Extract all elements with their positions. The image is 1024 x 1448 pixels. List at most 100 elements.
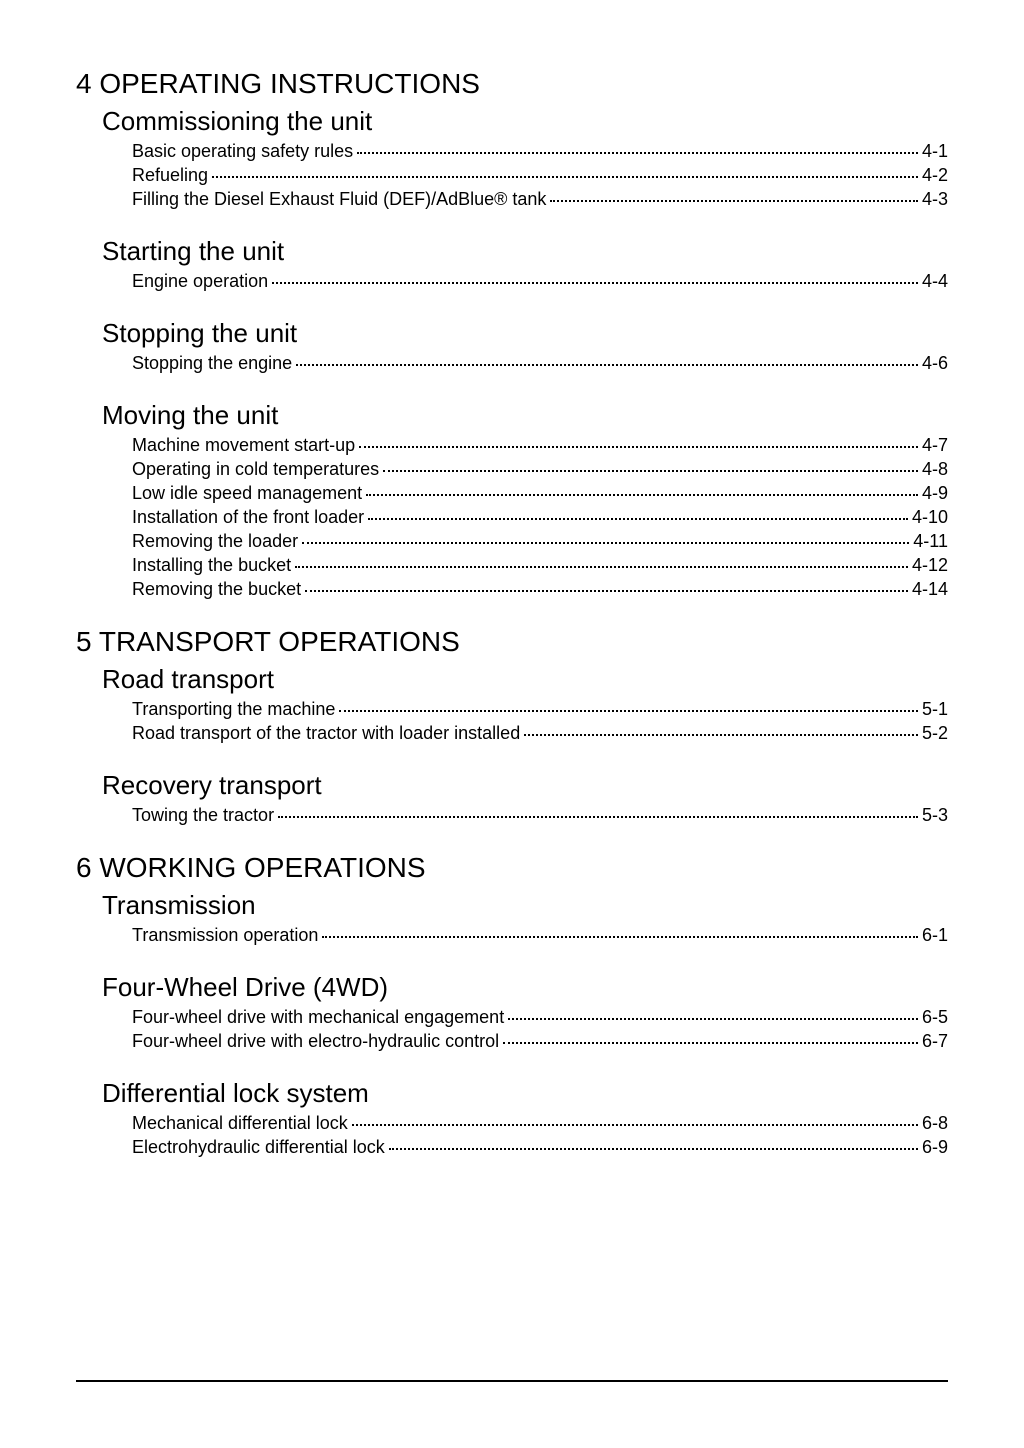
section-title: Differential lock system: [102, 1078, 948, 1109]
entry-page: 5-2: [922, 723, 948, 744]
leader-dots: [383, 469, 918, 472]
entry-label: Transporting the machine: [132, 699, 335, 720]
entry-page: 4-8: [922, 459, 948, 480]
entry-label: Four-wheel drive with mechanical engagem…: [132, 1007, 504, 1028]
chapter-block: 6 WORKING OPERATIONS Transmission Transm…: [76, 852, 948, 1158]
entry-label: Removing the bucket: [132, 579, 301, 600]
entry-label: Stopping the engine: [132, 353, 292, 374]
section-title: Transmission: [102, 890, 948, 921]
section-title: Starting the unit: [102, 236, 948, 267]
section-block: Moving the unit Machine movement start-u…: [76, 400, 948, 600]
section-title: Road transport: [102, 664, 948, 695]
entry-label: Basic operating safety rules: [132, 141, 353, 162]
section-block: Recovery transport Towing the tractor 5-…: [76, 770, 948, 826]
toc-entry: Four-wheel drive with electro-hydraulic …: [132, 1031, 948, 1052]
leader-dots: [366, 493, 918, 496]
toc-entry: Removing the loader 4-11: [132, 531, 948, 552]
chapter-title: 4 OPERATING INSTRUCTIONS: [76, 68, 948, 100]
toc-entry: Removing the bucket 4-14: [132, 579, 948, 600]
toc-entry: Engine operation 4-4: [132, 271, 948, 292]
leader-dots: [295, 565, 908, 568]
section-title: Stopping the unit: [102, 318, 948, 349]
leader-dots: [339, 709, 918, 712]
leader-dots: [389, 1147, 918, 1150]
toc-entry: Refueling 4-2: [132, 165, 948, 186]
entry-label: Road transport of the tractor with loade…: [132, 723, 520, 744]
entry-page: 4-4: [922, 271, 948, 292]
section-title: Four-Wheel Drive (4WD): [102, 972, 948, 1003]
leader-dots: [212, 175, 918, 178]
leader-dots: [296, 363, 918, 366]
chapter-block: 4 OPERATING INSTRUCTIONS Commissioning t…: [76, 68, 948, 600]
entry-page: 6-8: [922, 1113, 948, 1134]
section-block: Starting the unit Engine operation 4-4: [76, 236, 948, 292]
toc-entry: Road transport of the tractor with loade…: [132, 723, 948, 744]
toc-entry: Electrohydraulic differential lock 6-9: [132, 1137, 948, 1158]
section-title: Recovery transport: [102, 770, 948, 801]
leader-dots: [278, 815, 918, 818]
entry-page: 6-9: [922, 1137, 948, 1158]
leader-dots: [302, 541, 909, 544]
entry-page: 6-1: [922, 925, 948, 946]
leader-dots: [357, 151, 918, 154]
toc-entry: Towing the tractor 5-3: [132, 805, 948, 826]
footer-divider: [76, 1380, 948, 1382]
entry-page: 4-7: [922, 435, 948, 456]
entry-label: Filling the Diesel Exhaust Fluid (DEF)/A…: [132, 189, 546, 210]
entry-page: 4-9: [922, 483, 948, 504]
entry-page: 4-12: [912, 555, 948, 576]
section-title: Moving the unit: [102, 400, 948, 431]
chapter-title: 5 TRANSPORT OPERATIONS: [76, 626, 948, 658]
entry-label: Four-wheel drive with electro-hydraulic …: [132, 1031, 499, 1052]
entry-page: 4-14: [912, 579, 948, 600]
leader-dots: [503, 1041, 918, 1044]
entry-label: Machine movement start-up: [132, 435, 355, 456]
chapter-block: 5 TRANSPORT OPERATIONS Road transport Tr…: [76, 626, 948, 826]
toc-entry: Installing the bucket 4-12: [132, 555, 948, 576]
leader-dots: [322, 935, 918, 938]
section-block: Stopping the unit Stopping the engine 4-…: [76, 318, 948, 374]
entry-page: 4-6: [922, 353, 948, 374]
leader-dots: [368, 517, 908, 520]
toc-entry: Installation of the front loader 4-10: [132, 507, 948, 528]
entry-page: 4-1: [922, 141, 948, 162]
leader-dots: [359, 445, 918, 448]
toc-entry: Transmission operation 6-1: [132, 925, 948, 946]
toc-entry: Low idle speed management 4-9: [132, 483, 948, 504]
entry-page: 6-5: [922, 1007, 948, 1028]
toc-entry: Machine movement start-up 4-7: [132, 435, 948, 456]
entry-label: Removing the loader: [132, 531, 298, 552]
leader-dots: [272, 281, 918, 284]
entry-page: 5-3: [922, 805, 948, 826]
entry-label: Low idle speed management: [132, 483, 362, 504]
leader-dots: [550, 199, 918, 202]
toc-entry: Operating in cold temperatures 4-8: [132, 459, 948, 480]
toc-entry: Basic operating safety rules 4-1: [132, 141, 948, 162]
entry-label: Transmission operation: [132, 925, 318, 946]
section-block: Four-Wheel Drive (4WD) Four-wheel drive …: [76, 972, 948, 1052]
entry-label: Operating in cold temperatures: [132, 459, 379, 480]
section-title: Commissioning the unit: [102, 106, 948, 137]
leader-dots: [352, 1123, 918, 1126]
entry-page: 6-7: [922, 1031, 948, 1052]
entry-label: Mechanical differential lock: [132, 1113, 348, 1134]
leader-dots: [524, 733, 918, 736]
toc-entry: Transporting the machine 5-1: [132, 699, 948, 720]
section-block: Road transport Transporting the machine …: [76, 664, 948, 744]
toc-entry: Filling the Diesel Exhaust Fluid (DEF)/A…: [132, 189, 948, 210]
leader-dots: [508, 1017, 918, 1020]
toc-entry: Four-wheel drive with mechanical engagem…: [132, 1007, 948, 1028]
entry-label: Electrohydraulic differential lock: [132, 1137, 385, 1158]
entry-page: 5-1: [922, 699, 948, 720]
toc-entry: Stopping the engine 4-6: [132, 353, 948, 374]
entry-label: Installation of the front loader: [132, 507, 364, 528]
section-block: Commissioning the unit Basic operating s…: [76, 106, 948, 210]
entry-label: Towing the tractor: [132, 805, 274, 826]
entry-page: 4-3: [922, 189, 948, 210]
entry-page: 4-2: [922, 165, 948, 186]
entry-page: 4-11: [913, 531, 948, 552]
chapter-title: 6 WORKING OPERATIONS: [76, 852, 948, 884]
section-block: Differential lock system Mechanical diff…: [76, 1078, 948, 1158]
toc-page: 4 OPERATING INSTRUCTIONS Commissioning t…: [0, 0, 1024, 1448]
entry-label: Engine operation: [132, 271, 268, 292]
